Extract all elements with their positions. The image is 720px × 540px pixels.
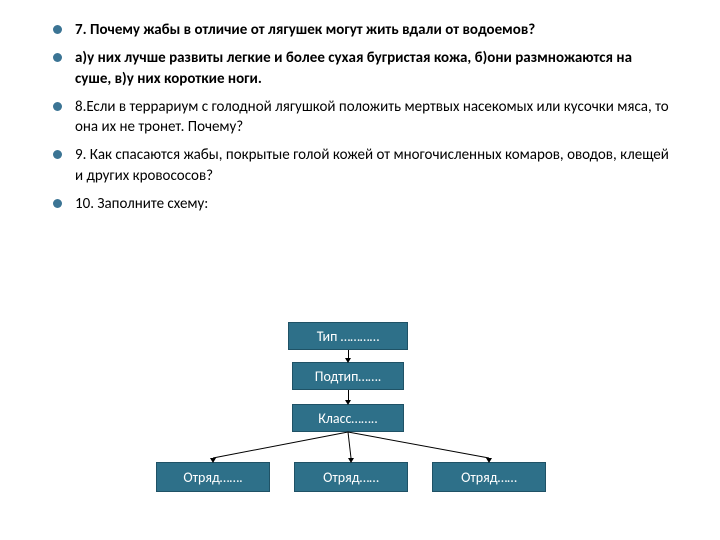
bullet-text: 8.Если в террариум с голодной лягушкой п… — [75, 98, 669, 136]
bullet-item: 10. Заполните схему: — [75, 194, 670, 214]
arrow-head-icon — [348, 458, 354, 463]
bullet-text: 9. Как спасаются жабы, покрытые голой ко… — [75, 146, 669, 184]
bullet-marker-icon — [53, 53, 62, 62]
bullet-marker-icon — [53, 102, 62, 111]
arrow-line — [348, 390, 349, 400]
arrow-head-icon — [486, 458, 492, 463]
bullet-item: 7. Почему жабы в отличие от лягушек могу… — [75, 20, 670, 40]
bullet-list: 7. Почему жабы в отличие от лягушек могу… — [0, 0, 720, 214]
arrow-head-icon — [210, 458, 216, 463]
diagram-node-tip: Тип ………… — [288, 322, 408, 350]
diagram-node-podtip: Подтип……. — [292, 362, 404, 390]
diagram-node-otr1: Отряд……. — [156, 462, 270, 492]
bullet-item: 9. Как спасаются жабы, покрытые голой ко… — [75, 145, 670, 186]
bullet-item: 8.Если в террариум с голодной лягушкой п… — [75, 97, 670, 138]
bullet-marker-icon — [53, 25, 62, 34]
bullet-marker-icon — [53, 199, 62, 208]
bullet-text: а)у них лучше развиты легкие и более сух… — [75, 49, 632, 87]
diagram-node-otr2: Отряд…… — [294, 462, 408, 492]
bullet-text: 7. Почему жабы в отличие от лягушек могу… — [75, 21, 535, 39]
bullet-item: а)у них лучше развиты легкие и более сух… — [75, 48, 670, 89]
arrow-head-icon — [345, 358, 351, 363]
arrow-head-icon — [345, 400, 351, 405]
bullet-marker-icon — [53, 150, 62, 159]
diagram-node-klass: Класс…….. — [292, 404, 404, 432]
diagram-node-otr3: Отряд…… — [432, 462, 546, 492]
arrow-line — [348, 350, 349, 358]
bullet-text: 10. Заполните схему: — [75, 195, 208, 213]
